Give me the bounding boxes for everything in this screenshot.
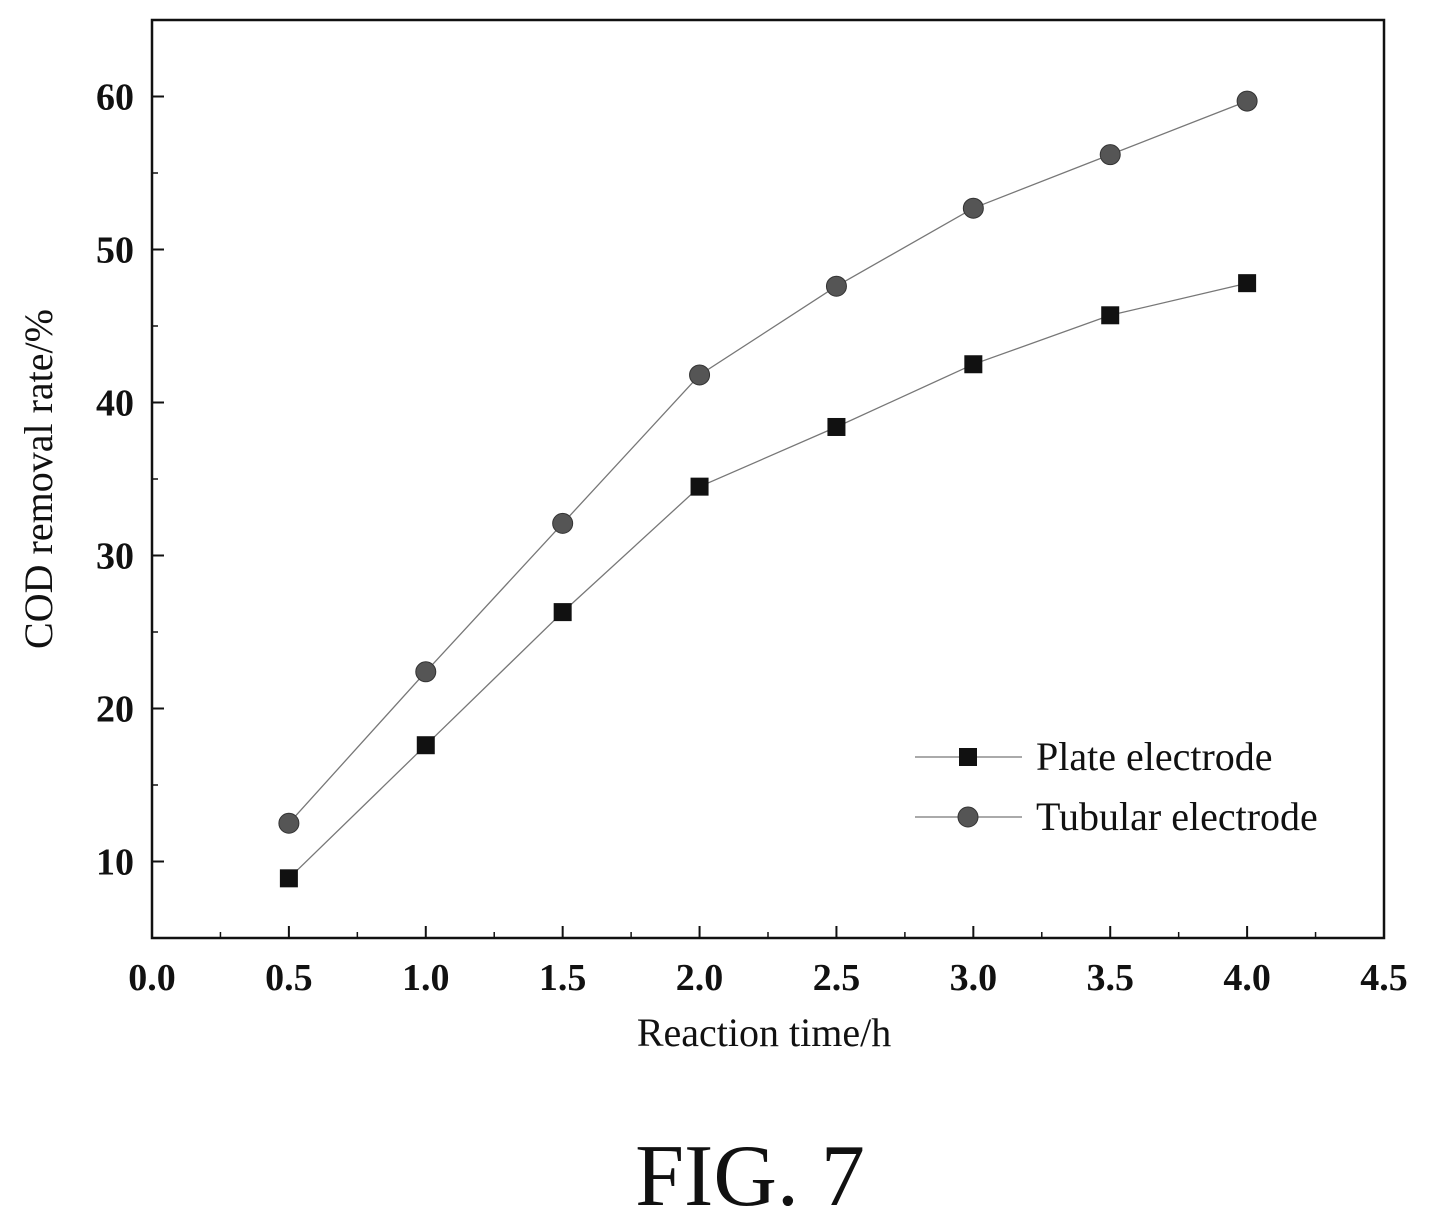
x-tick-label: 0.0: [128, 957, 176, 999]
legend-label: Tubular electrode: [1036, 794, 1318, 839]
data-point: [827, 417, 846, 436]
data-point: [825, 275, 847, 297]
y-tick-label: 40: [96, 383, 134, 425]
data-point: [690, 477, 709, 496]
y-axis-title: COD removal rate/%: [16, 309, 61, 649]
legend-marker: [957, 806, 979, 828]
y-tick-label: 30: [96, 536, 134, 578]
data-point: [1101, 306, 1120, 325]
y-tick-label: 10: [96, 842, 134, 884]
legend-marker: [959, 748, 977, 766]
data-point: [1238, 274, 1257, 293]
figure-label: FIG. 7: [635, 1128, 865, 1224]
y-tick-label: 60: [96, 77, 134, 119]
data-point: [279, 869, 298, 888]
x-tick-label: 4.5: [1360, 957, 1408, 999]
y-tick-label: 50: [96, 230, 134, 272]
legend-label: Plate electrode: [1036, 734, 1273, 779]
x-axis-title: Reaction time/h: [637, 1010, 891, 1055]
x-tick-label: 3.0: [950, 957, 998, 999]
data-point: [962, 197, 984, 219]
data-point: [416, 736, 435, 755]
x-tick-label: 2.5: [813, 957, 861, 999]
data-point: [278, 812, 300, 834]
x-tick-label: 4.0: [1223, 957, 1271, 999]
series-line-1: [288, 282, 1248, 879]
x-tick-label: 0.5: [265, 957, 313, 999]
x-tick-label: 1.5: [539, 957, 587, 999]
series-line-2: [288, 100, 1248, 824]
y-tick-label: 20: [96, 689, 134, 731]
data-point: [1099, 144, 1121, 166]
x-tick-label: 3.5: [1086, 957, 1134, 999]
x-tick-label: 1.0: [402, 957, 450, 999]
data-point: [1236, 90, 1258, 112]
data-point: [415, 661, 437, 683]
legend: Plate electrode Tubular electrode: [915, 734, 1318, 839]
chart-marks: [278, 90, 1258, 888]
tick-labels: 0.0 0.5 1.0 1.5 2.0 2.5 3.0 3.5 4.0 4.5 10 20 30 40 50…: [96, 77, 1408, 1000]
data-point: [553, 603, 572, 622]
data-point: [689, 364, 711, 386]
axis-ticks: [151, 19, 1385, 939]
data-point: [552, 512, 574, 534]
data-point: [964, 355, 983, 374]
x-tick-label: 2.0: [676, 957, 724, 999]
